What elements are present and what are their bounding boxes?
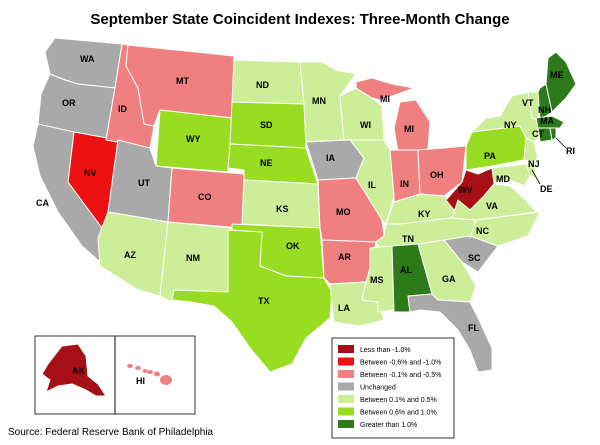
state-FL (407, 293, 493, 373)
state-label-HI: HI (136, 376, 145, 386)
state-label-IN: IN (400, 179, 409, 189)
state-label-CO: CO (198, 192, 212, 202)
state-label-IA: IA (326, 153, 336, 163)
state-label-OH: OH (430, 170, 444, 180)
state-label-OK: OK (286, 241, 300, 251)
state-IL (349, 139, 395, 225)
state-label-NJ: NJ (528, 159, 540, 169)
state-label-MO: MO (336, 207, 351, 217)
legend: Less than -1.0% Between -0.6% and -1.0% Be… (331, 337, 455, 439)
legend-swatch (338, 382, 354, 391)
state-AK (41, 343, 107, 397)
legend-swatch (338, 370, 354, 378)
state-label-MD: MD (496, 174, 510, 184)
legend-label: Greater than 1.0% (360, 422, 417, 429)
legend-label: Less than -1.0% (360, 347, 411, 354)
state-label-WI: WI (360, 120, 371, 130)
state-label-MI: MI (404, 124, 414, 134)
state-label-WV: WV (458, 185, 473, 195)
state-HI (127, 364, 172, 385)
state-ME (545, 51, 577, 113)
state-label-TX: TX (258, 296, 270, 306)
state-label-MI-upper: MI (380, 94, 390, 104)
state-TX (171, 229, 333, 373)
map-title: September State Coincident Indexes: Thre… (90, 11, 509, 28)
state-label-GA: GA (442, 274, 456, 284)
state-label-AR: AR (338, 252, 351, 262)
legend-items: Less than -1.0% Between -0.6% and -1.0% Be… (338, 345, 441, 429)
state-label-WY: WY (186, 134, 201, 144)
legend-label: Between -0.6% and -1.0% (360, 360, 441, 367)
state-label-VT: VT (522, 98, 534, 108)
state-label-OR: OR (62, 98, 76, 108)
state-label-AK: AK (72, 366, 85, 376)
state-label-FL: FL (468, 323, 479, 333)
legend-label: Between 0.1% and 0.5% (360, 397, 437, 404)
state-label-SC: SC (468, 253, 481, 263)
state-IN (389, 149, 421, 203)
state-label-KY: KY (418, 209, 431, 219)
state-label-MS: MS (370, 275, 384, 285)
legend-label: Between 0.6% and 1.0% (360, 410, 437, 417)
state-label-CA: CA (36, 198, 49, 208)
states-layer (32, 37, 577, 373)
state-MI-upper (355, 77, 415, 101)
state-label-AZ: AZ (124, 250, 136, 260)
source-note: Source: Federal Reserve Bank of Philadel… (8, 427, 214, 438)
state-WY (155, 109, 233, 173)
state-label-DE: DE (540, 184, 553, 194)
state-label-NM: NM (186, 253, 200, 263)
state-label-ME: ME (550, 70, 564, 80)
state-label-VA: VA (486, 201, 498, 211)
state-label-NV: NV (84, 168, 97, 178)
hawaii-inset-frame (114, 335, 196, 415)
legend-label: Between -0.1% and -0.5% (360, 372, 441, 379)
state-DE (525, 161, 537, 179)
state-label-MN: MN (312, 96, 326, 106)
legend-swatch (338, 395, 354, 403)
state-label-NH: NH (538, 105, 551, 115)
state-VA (451, 183, 537, 221)
state-MA (535, 115, 565, 129)
state-labels: WA OR CA ID MT NV UT WY CO AZ NM ND SD N… (36, 54, 575, 386)
de-leader-line (531, 169, 541, 185)
state-NH (537, 83, 553, 121)
legend-swatch (338, 357, 354, 366)
legend-swatch (338, 345, 354, 353)
legend-swatch (338, 407, 354, 416)
state-label-CT: CT (532, 129, 544, 139)
state-label-RI: RI (566, 146, 575, 156)
state-label-ID: ID (118, 104, 128, 114)
state-label-UT: UT (138, 178, 150, 188)
state-SC (443, 235, 499, 273)
ri-leader-line (555, 137, 567, 149)
state-label-PA: PA (484, 151, 496, 161)
state-label-IL: IL (368, 180, 377, 190)
legend-label: Unchanged (360, 385, 396, 392)
state-label-NY: NY (504, 120, 517, 130)
state-label-NE: NE (260, 158, 273, 168)
state-label-KS: KS (276, 204, 289, 214)
state-label-LA: LA (338, 303, 350, 313)
state-label-ND: ND (256, 80, 269, 90)
state-label-MT: MT (176, 76, 189, 86)
state-label-AL: AL (400, 265, 412, 275)
state-label-SD: SD (260, 120, 273, 130)
state-label-MA: MA (540, 116, 554, 126)
state-label-WA: WA (80, 54, 95, 64)
state-label-NC: NC (476, 226, 489, 236)
legend-swatch (338, 420, 354, 428)
state-label-TN: TN (402, 234, 414, 244)
